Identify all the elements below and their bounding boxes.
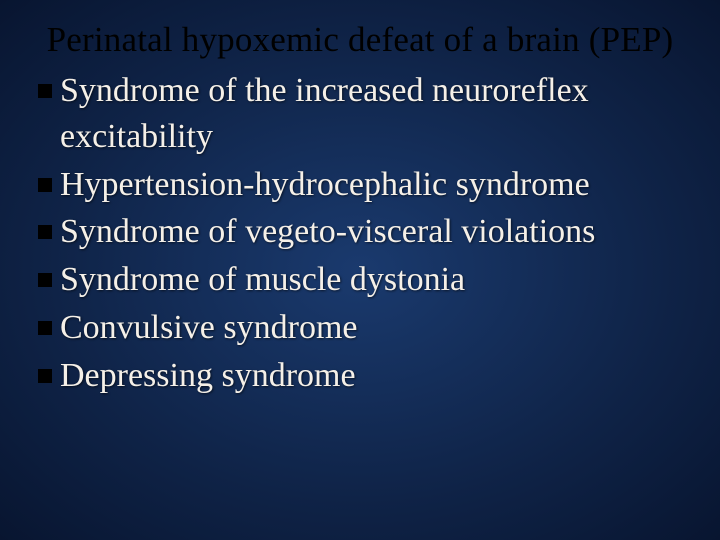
bullet-text: Hypertension-hydrocephalic syndrome bbox=[60, 162, 700, 208]
list-item: Syndrome of the increased neuroreflex ex… bbox=[38, 68, 700, 160]
bullet-text: Convulsive syndrome bbox=[60, 305, 700, 351]
list-item: Syndrome of vegeto-visceral violations bbox=[38, 209, 700, 255]
square-bullet-icon bbox=[38, 369, 52, 383]
bullet-text: Syndrome of muscle dystonia bbox=[60, 257, 700, 303]
square-bullet-icon bbox=[38, 178, 52, 192]
bullet-text: Syndrome of the increased neuroreflex ex… bbox=[60, 68, 700, 160]
slide-title: Perinatal hypoxemic defeat of a brain (P… bbox=[20, 18, 700, 62]
list-item: Convulsive syndrome bbox=[38, 305, 700, 351]
slide-container: Perinatal hypoxemic defeat of a brain (P… bbox=[0, 0, 720, 540]
list-item: Depressing syndrome bbox=[38, 353, 700, 399]
square-bullet-icon bbox=[38, 273, 52, 287]
list-item: Hypertension-hydrocephalic syndrome bbox=[38, 162, 700, 208]
square-bullet-icon bbox=[38, 84, 52, 98]
bullet-text: Syndrome of vegeto-visceral violations bbox=[60, 209, 700, 255]
list-item: Syndrome of muscle dystonia bbox=[38, 257, 700, 303]
bullet-text: Depressing syndrome bbox=[60, 353, 700, 399]
square-bullet-icon bbox=[38, 225, 52, 239]
bullet-list: Syndrome of the increased neuroreflex ex… bbox=[20, 68, 700, 399]
square-bullet-icon bbox=[38, 321, 52, 335]
